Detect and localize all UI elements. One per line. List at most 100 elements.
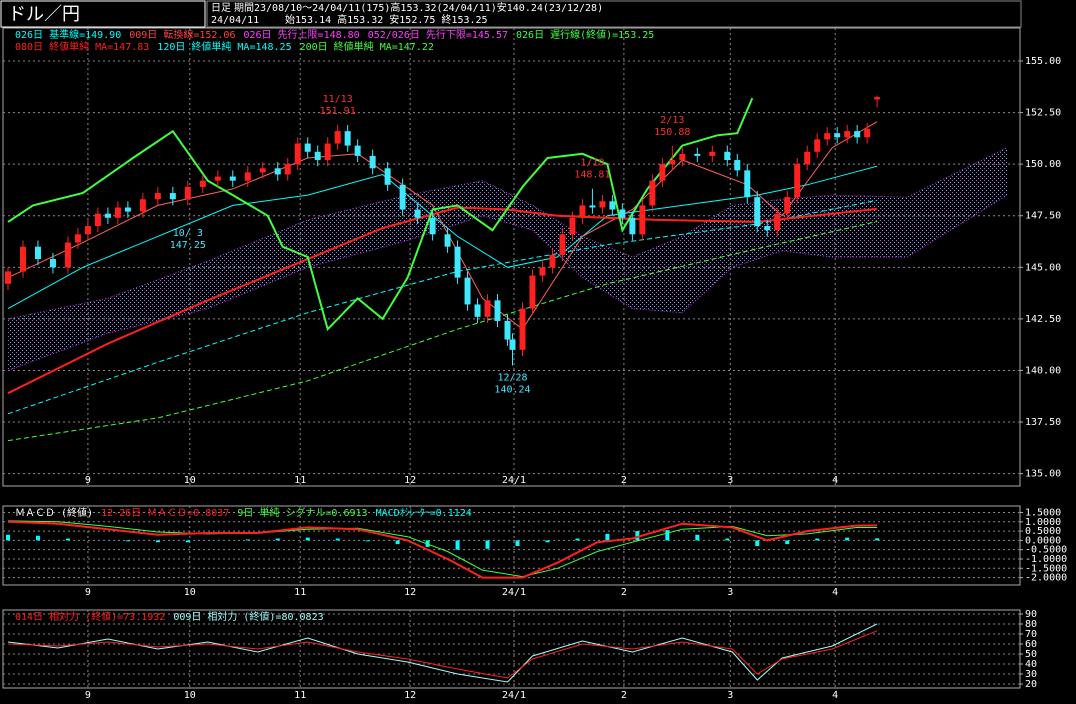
histogram-bar [605, 533, 610, 541]
candle-body [854, 131, 861, 138]
annotation-date: 12/28 [497, 373, 527, 384]
histogram-bar [755, 540, 760, 546]
candle-body [734, 160, 741, 171]
annotation-value: 147.25 [170, 240, 206, 251]
x-tick-label: 24/1 [502, 587, 526, 598]
histogram-bar [5, 534, 10, 541]
x-tick-label: 24/1 [502, 475, 526, 486]
candle-body [199, 180, 206, 187]
candle-body [669, 160, 676, 165]
candle-body [619, 209, 626, 218]
candle-body [154, 193, 161, 200]
annotation-value: 140.24 [494, 385, 530, 396]
histogram-bar [875, 538, 880, 541]
candle-body [559, 234, 566, 255]
annotation-date: 11/13 [323, 94, 353, 105]
candle-body [679, 153, 686, 161]
ohlc: 始153.14 高153.32 安152.75 終153.25 [285, 13, 488, 26]
candle-body [754, 197, 761, 227]
histogram-bar [245, 539, 250, 541]
candle-body [84, 226, 91, 235]
x-tick-label: 3 [727, 690, 733, 701]
candle-body [549, 254, 556, 268]
y-tick-label: 1.0000 [1025, 517, 1061, 528]
y-tick-label: 142.50 [1025, 314, 1061, 325]
histogram-bar [35, 535, 40, 541]
y-tick-label: -0.5000 [1025, 545, 1067, 556]
candle-body [609, 201, 616, 210]
histogram-bar [725, 538, 730, 541]
x-tick-label: 11 [294, 690, 306, 701]
x-tick-label: 10 [184, 587, 196, 598]
symbol-box [0, 0, 206, 28]
candle-body [504, 320, 511, 340]
candle-body [244, 172, 251, 181]
candle-body [824, 133, 831, 140]
panel-frame [2, 505, 1021, 586]
histogram-bar [365, 540, 370, 542]
candle-body [344, 131, 351, 146]
y-tick-label: 60 [1025, 639, 1037, 650]
series-line [7, 623, 878, 683]
legend-entry: 9日 単純 シグナル=0.6913 [237, 506, 367, 519]
period: 期間23/08/10～24/04/11(175)高153.32(24/04/11… [234, 1, 603, 14]
x-tick-label: 9 [85, 587, 91, 598]
candle-body [139, 199, 146, 212]
histogram-bar [665, 530, 670, 541]
candle-body [34, 246, 41, 260]
y-tick-label: 0.5000 [1025, 526, 1061, 537]
candle-body [94, 213, 101, 227]
candle-body [454, 246, 461, 278]
candle-body [724, 151, 731, 161]
histogram-bar [455, 540, 460, 550]
candle-body [334, 131, 341, 144]
candle-body [464, 277, 471, 305]
legend-entry: 026日 遅行線(終値)=153.25 [516, 28, 654, 41]
candle-body [874, 97, 881, 100]
candle-body [284, 164, 291, 175]
x-tick-label: 12 [404, 587, 416, 598]
histogram-bar [575, 538, 580, 541]
candle-body [124, 207, 131, 212]
candle-body [509, 339, 516, 350]
histogram-bar [545, 540, 550, 543]
candle-body [384, 168, 391, 185]
y-tick-label: 137.50 [1025, 417, 1061, 428]
candle-body [814, 139, 821, 152]
candle-body [314, 151, 321, 161]
histogram-bar [185, 540, 190, 543]
candle-body [294, 143, 301, 165]
legend-entry: 080日 終値単純 MA=147.83 [15, 40, 149, 53]
series-line [7, 520, 878, 578]
histogram-bar [695, 534, 700, 541]
candle-body [579, 205, 586, 218]
candle-body [324, 143, 331, 161]
candle-body [4, 271, 11, 284]
series-line [7, 121, 878, 330]
annotation-value: 148.81 [574, 170, 610, 181]
candle-body [494, 300, 501, 321]
y-tick-label: 30 [1025, 669, 1037, 680]
y-tick-label: 50 [1025, 649, 1037, 660]
candle-body [19, 246, 26, 272]
x-tick-label: 9 [85, 475, 91, 486]
x-tick-label: 4 [832, 587, 838, 598]
histogram-bar [395, 540, 400, 545]
candle-body [474, 304, 481, 317]
candle-body [414, 209, 421, 218]
x-tick-label: 9 [85, 690, 91, 701]
legend-row: 014日 相対力 (終値)=73.1932 009日 相対力 (終値)=80.08… [15, 610, 324, 623]
legend-row: 080日 終値単純 MA=147.83 120日 終値単純 MA=148.25 20… [15, 40, 434, 53]
info-box [206, 0, 1022, 28]
candle-body [184, 186, 191, 200]
legend-entry: MACDｵｼﾚｰﾀｰ=0.1124 [376, 507, 472, 519]
annotation-value: 151.91 [320, 106, 356, 117]
candle-body [539, 267, 546, 276]
candle-body [64, 242, 71, 268]
candle-body [639, 205, 646, 235]
series-line [7, 630, 878, 679]
y-tick-label: 80 [1025, 619, 1037, 630]
y-tick-label: -2.0000 [1025, 573, 1067, 584]
